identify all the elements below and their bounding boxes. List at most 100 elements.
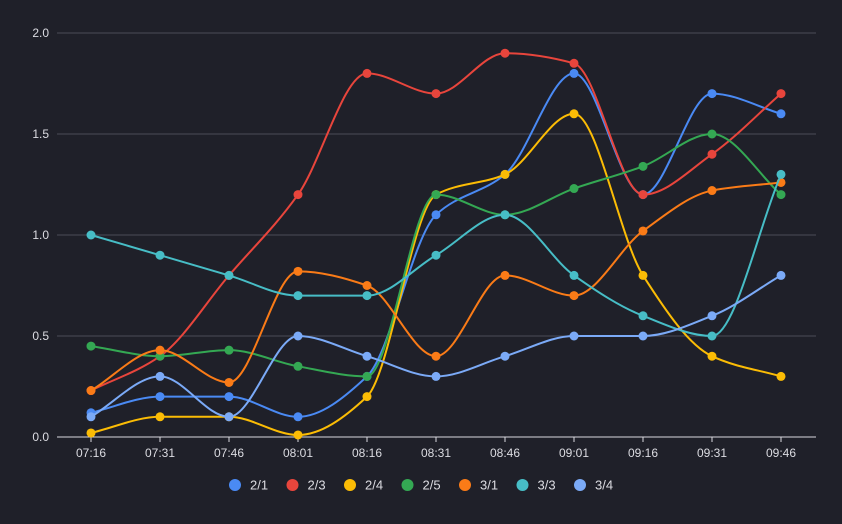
series-3-1-point[interactable]: [86, 386, 96, 396]
series-3-1-point[interactable]: [569, 291, 579, 301]
series-3-3-point[interactable]: [776, 169, 786, 179]
series-2-3-point[interactable]: [569, 58, 579, 68]
series-2-5-point[interactable]: [86, 341, 96, 351]
series-2-1-point[interactable]: [707, 89, 717, 99]
series-2-3-point[interactable]: [776, 89, 786, 99]
series-3-4-point[interactable]: [707, 311, 717, 321]
series-3-1-point[interactable]: [224, 377, 234, 387]
legend-item-3-4[interactable]: 3/4: [574, 478, 613, 493]
series-2-5-line[interactable]: [90, 132, 782, 378]
series-2-5-point[interactable]: [431, 190, 441, 200]
grid-layer: [57, 32, 816, 337]
legend-item-2-4[interactable]: 2/4: [344, 478, 383, 493]
series-3-1-point[interactable]: [431, 351, 441, 361]
series-3-3-point[interactable]: [86, 230, 96, 240]
series-3-4-point[interactable]: [362, 351, 372, 361]
series-2-4-point[interactable]: [776, 371, 786, 381]
series-3-3-point[interactable]: [431, 250, 441, 260]
legend-item-2-1[interactable]: 2/1: [229, 478, 268, 493]
series-2-4-point[interactable]: [155, 412, 165, 422]
legend-label: 2/1: [250, 478, 268, 493]
series-3-4-point[interactable]: [569, 331, 579, 341]
series-3-4[interactable]: [86, 270, 786, 422]
series-2-4-point[interactable]: [638, 270, 648, 280]
series-2-3-line[interactable]: [90, 52, 782, 392]
x-tick-label: 08:31: [421, 446, 451, 460]
legend-label: 3/1: [480, 478, 498, 493]
legend-swatch: [344, 479, 356, 491]
legend-swatch: [459, 479, 471, 491]
series-3-1-point[interactable]: [500, 270, 510, 280]
series-3-4-point[interactable]: [638, 331, 648, 341]
series-2-4-point[interactable]: [86, 428, 96, 438]
series-2-3-point[interactable]: [431, 89, 441, 99]
series-3-3[interactable]: [86, 169, 786, 341]
series-2-3-point[interactable]: [638, 190, 648, 200]
series-2-1[interactable]: [86, 68, 786, 422]
series-2-4-line[interactable]: [90, 112, 782, 436]
series-2-4-point[interactable]: [500, 169, 510, 179]
series-2-5-point[interactable]: [569, 184, 579, 194]
legend-item-2-3[interactable]: 2/3: [286, 478, 326, 493]
series-3-4-point[interactable]: [293, 331, 303, 341]
series-2-1-point[interactable]: [569, 68, 579, 78]
series-2-1-point[interactable]: [293, 412, 303, 422]
series-3-3-point[interactable]: [293, 291, 303, 301]
series-2-5-point[interactable]: [707, 129, 717, 139]
series-3-4-point[interactable]: [86, 412, 96, 422]
series-3-1-point[interactable]: [638, 226, 648, 236]
series-2-5-point[interactable]: [224, 345, 234, 355]
chart-legend[interactable]: 2/1 2/3 2/4 2/5 3/1 3/3 3/4: [229, 478, 613, 493]
series-3-4-line[interactable]: [90, 274, 782, 418]
series-3-4-point[interactable]: [500, 351, 510, 361]
series-3-1-point[interactable]: [362, 281, 372, 290]
legend-swatch: [286, 479, 299, 491]
series-3-1-point[interactable]: [155, 345, 165, 355]
series-2-4-point[interactable]: [362, 392, 372, 402]
series-3-3-point[interactable]: [500, 210, 510, 220]
x-tick-label: 08:01: [283, 446, 313, 460]
series-2-1-point[interactable]: [224, 392, 234, 402]
series-2-4-point[interactable]: [707, 351, 717, 361]
legend-label: 3/4: [595, 478, 613, 493]
series-2-4[interactable]: [86, 109, 786, 440]
series-3-1-point[interactable]: [707, 186, 717, 196]
series-3-3-point[interactable]: [362, 291, 372, 301]
series-3-1[interactable]: [86, 177, 786, 396]
series-2-1-point[interactable]: [776, 109, 786, 119]
series-2-3-point[interactable]: [707, 149, 717, 159]
series-2-3-point[interactable]: [362, 68, 372, 78]
x-tick-label: 09:31: [697, 446, 727, 460]
series-2-1-point[interactable]: [155, 392, 165, 402]
series-2-3-point[interactable]: [293, 190, 303, 200]
series-3-3-point[interactable]: [638, 311, 648, 321]
x-tick-label: 07:31: [145, 446, 175, 460]
series-2-4-point[interactable]: [569, 109, 579, 119]
series-3-4-point[interactable]: [776, 270, 786, 280]
series-3-4-point[interactable]: [224, 412, 234, 422]
series-2-4-point[interactable]: [293, 430, 303, 440]
series-2-3[interactable]: [86, 48, 786, 396]
series-2-3-point[interactable]: [500, 48, 510, 58]
series-3-4-point[interactable]: [155, 371, 165, 381]
series-3-3-point[interactable]: [155, 250, 165, 260]
series-2-5-point[interactable]: [776, 190, 786, 200]
series-3-3-point[interactable]: [569, 270, 579, 280]
series-2-5-point[interactable]: [293, 361, 303, 371]
series-3-3-line[interactable]: [90, 174, 782, 338]
series-2-5-point[interactable]: [638, 161, 648, 171]
legend-item-3-1[interactable]: 3/1: [459, 478, 498, 493]
series-3-4-point[interactable]: [431, 371, 441, 381]
legend-item-2-5[interactable]: 2/5: [401, 478, 441, 493]
series-2-1-point[interactable]: [431, 210, 441, 220]
series-3-3-point[interactable]: [707, 331, 717, 341]
series-2-5-point[interactable]: [362, 371, 372, 381]
legend-item-3-3[interactable]: 3/3: [516, 478, 556, 493]
series-3-3-point[interactable]: [224, 270, 234, 280]
series-layer: [86, 48, 786, 440]
series-3-1-point[interactable]: [293, 266, 303, 276]
y-tick-label: 0.5: [32, 329, 49, 343]
y-tick-label: 0.0: [32, 430, 49, 444]
